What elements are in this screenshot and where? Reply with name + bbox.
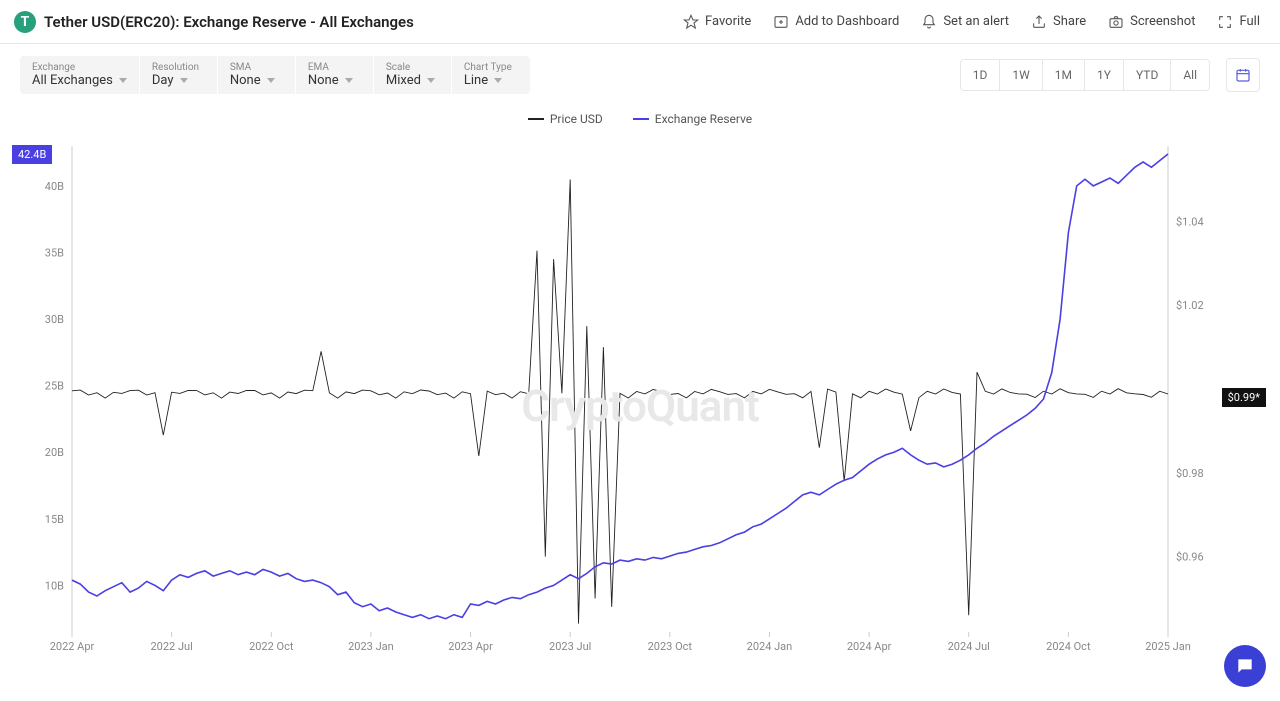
token-icon: T <box>14 11 36 33</box>
svg-text:$0.96: $0.96 <box>1176 551 1204 564</box>
svg-text:$0.98: $0.98 <box>1176 467 1204 480</box>
filter-label: Exchange <box>32 62 127 73</box>
set-alert-label: Set an alert <box>943 14 1009 29</box>
y-left-current-badge: 42.4B <box>12 145 52 164</box>
share-icon <box>1031 14 1047 30</box>
add-dashboard-label: Add to Dashboard <box>795 14 899 29</box>
range-ytd[interactable]: YTD <box>1124 60 1171 90</box>
filter-row: ExchangeAll Exchanges ResolutionDay SMAN… <box>0 44 1280 106</box>
legend-label-reserve: Exchange Reserve <box>655 112 752 126</box>
y-right-current-badge: $0.99* <box>1222 388 1266 407</box>
filter-sma[interactable]: SMANone <box>218 56 296 94</box>
expand-icon <box>1217 14 1233 30</box>
legend-item-price[interactable]: Price USD <box>528 112 603 126</box>
filter-value: None <box>308 73 361 88</box>
svg-text:2023 Jul: 2023 Jul <box>549 640 591 653</box>
svg-text:2023 Apr: 2023 Apr <box>448 640 493 653</box>
star-icon <box>683 14 699 30</box>
svg-text:40B: 40B <box>45 180 64 193</box>
caret-down-icon <box>267 78 275 83</box>
filter-value: All Exchanges <box>32 73 127 88</box>
filter-exchange[interactable]: ExchangeAll Exchanges <box>20 56 140 94</box>
favorite-button[interactable]: Favorite <box>683 14 751 30</box>
filter-value: Day <box>152 73 205 88</box>
svg-text:$1.02: $1.02 <box>1176 299 1204 312</box>
header-bar: T Tether USD(ERC20): Exchange Reserve - … <box>0 0 1280 44</box>
range-1y[interactable]: 1Y <box>1085 60 1124 90</box>
svg-text:2022 Oct: 2022 Oct <box>249 640 294 653</box>
favorite-label: Favorite <box>705 14 751 29</box>
caret-down-icon <box>427 78 435 83</box>
svg-text:2022 Apr: 2022 Apr <box>50 640 95 653</box>
svg-text:10B: 10B <box>45 579 64 592</box>
chart-legend: Price USD Exchange Reserve <box>0 106 1280 136</box>
range-1d[interactable]: 1D <box>961 60 1001 90</box>
svg-text:15B: 15B <box>45 513 64 526</box>
date-picker-button[interactable] <box>1226 58 1260 92</box>
range-1m[interactable]: 1M <box>1043 60 1085 90</box>
chat-button[interactable] <box>1224 645 1266 687</box>
svg-text:2024 Apr: 2024 Apr <box>847 640 892 653</box>
filter-label: SMA <box>230 62 283 73</box>
filter-value: Mixed <box>386 73 439 88</box>
filter-value: Line <box>464 73 518 88</box>
filter-resolution[interactable]: ResolutionDay <box>140 56 218 94</box>
line-chart[interactable]: 10B 15B 20B 25B 30B 35B 40B $0.96 $0.98 $1.02 $1.0… <box>20 136 1220 666</box>
svg-text:$1.04: $1.04 <box>1176 215 1204 228</box>
filter-label: EMA <box>308 62 361 73</box>
filter-scale[interactable]: ScaleMixed <box>374 56 452 94</box>
range-all[interactable]: All <box>1171 60 1209 90</box>
svg-text:2023 Jan: 2023 Jan <box>348 640 394 653</box>
svg-text:2024 Jan: 2024 Jan <box>747 640 793 653</box>
caret-down-icon <box>494 78 502 83</box>
caret-down-icon <box>119 78 127 83</box>
filter-label: Resolution <box>152 62 205 73</box>
header-actions: Favorite Add to Dashboard Set an alert S… <box>683 14 1260 30</box>
chart-container: CryptoQuant 10B15B20B25B30B35B40B$0.96$0… <box>0 136 1280 676</box>
camera-icon <box>1108 14 1124 30</box>
screenshot-button[interactable]: Screenshot <box>1108 14 1195 30</box>
calendar-icon <box>1235 67 1251 83</box>
legend-label-price: Price USD <box>550 112 603 126</box>
caret-down-icon <box>180 78 188 83</box>
chat-icon <box>1235 656 1255 676</box>
svg-text:2023 Oct: 2023 Oct <box>648 640 693 653</box>
screenshot-label: Screenshot <box>1130 14 1195 29</box>
svg-text:25B: 25B <box>45 380 64 393</box>
filter-label: Scale <box>386 62 439 73</box>
share-label: Share <box>1053 14 1086 29</box>
fullscreen-label: Full <box>1239 14 1260 29</box>
filter-chart-type[interactable]: Chart TypeLine <box>452 56 530 94</box>
legend-swatch <box>633 118 649 120</box>
set-alert-button[interactable]: Set an alert <box>921 14 1009 30</box>
legend-item-reserve[interactable]: Exchange Reserve <box>633 112 752 126</box>
range-buttons: 1D1W1M1YYTDAll <box>960 59 1210 91</box>
caret-down-icon <box>345 78 353 83</box>
fullscreen-button[interactable]: Full <box>1217 14 1260 30</box>
share-button[interactable]: Share <box>1031 14 1086 30</box>
svg-text:2022 Jul: 2022 Jul <box>151 640 193 653</box>
svg-text:20B: 20B <box>45 446 64 459</box>
dashboard-plus-icon <box>773 14 789 30</box>
filter-value: None <box>230 73 283 88</box>
svg-text:2024 Oct: 2024 Oct <box>1046 640 1091 653</box>
svg-text:30B: 30B <box>45 313 64 326</box>
svg-text:35B: 35B <box>45 247 64 260</box>
filter-ema[interactable]: EMANone <box>296 56 374 94</box>
filter-group: ExchangeAll Exchanges ResolutionDay SMAN… <box>20 56 530 94</box>
filter-label: Chart Type <box>464 62 518 73</box>
bell-icon <box>921 14 937 30</box>
svg-text:2024 Jul: 2024 Jul <box>948 640 990 653</box>
svg-text:2025 Jan: 2025 Jan <box>1145 640 1191 653</box>
range-1w[interactable]: 1W <box>1000 60 1042 90</box>
page-title: Tether USD(ERC20): Exchange Reserve - Al… <box>44 13 414 31</box>
add-dashboard-button[interactable]: Add to Dashboard <box>773 14 899 30</box>
legend-swatch <box>528 118 544 120</box>
